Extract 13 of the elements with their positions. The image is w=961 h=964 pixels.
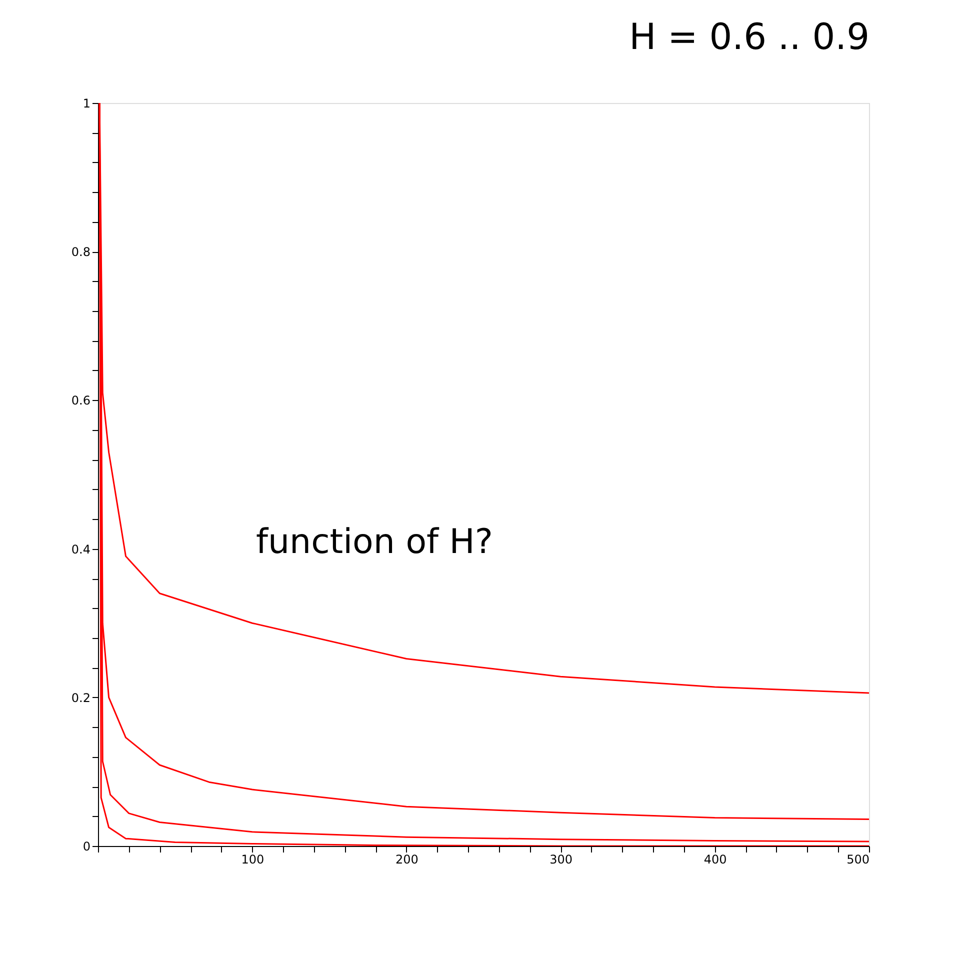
y-tick-label: 0.2 [71, 690, 90, 705]
y-tick-label: 0.8 [71, 245, 90, 260]
x-tick-label: 300 [550, 852, 573, 866]
x-tick-label: 500 [846, 852, 870, 866]
y-tick-label: 0.4 [71, 542, 90, 556]
chart-title: H = 0.6 .. 0.9 [629, 17, 870, 58]
x-tick-label: 200 [395, 852, 418, 866]
x-tick-label: 400 [704, 852, 727, 866]
y-tick-label: 0 [82, 840, 90, 854]
annotation: function of H? [256, 522, 493, 562]
y-tick-label: 0.6 [71, 394, 90, 408]
x-tick-label: 100 [241, 852, 264, 866]
y-tick-label: 1 [82, 96, 90, 110]
